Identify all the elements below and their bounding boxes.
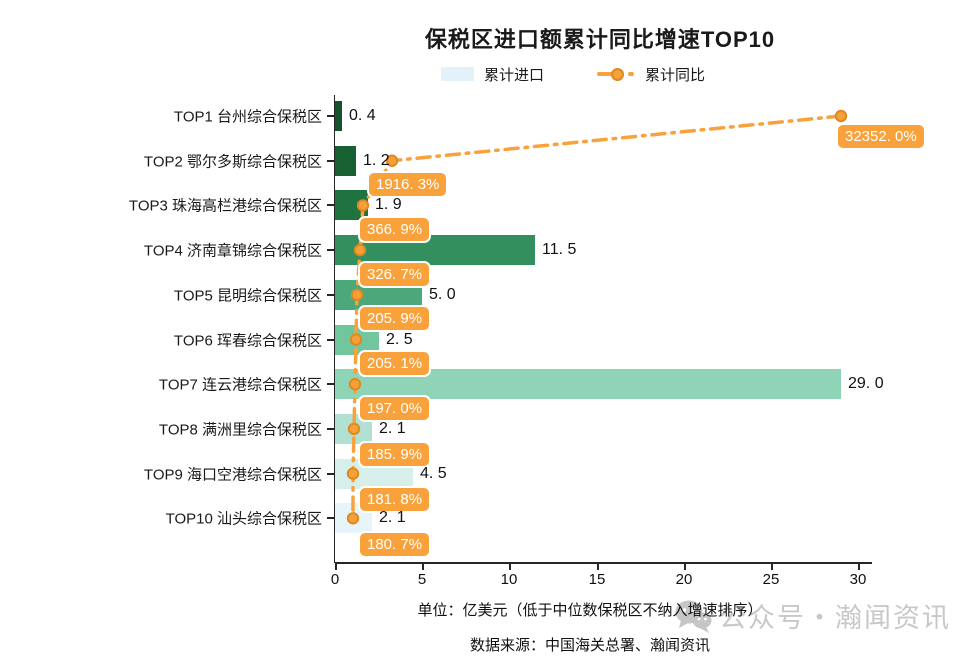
chart-title: 保税区进口额累计同比增速TOP10 — [424, 27, 776, 52]
category-label: TOP5 昆明综合保税区 — [173, 287, 322, 305]
x-axis-tick-label: 25 — [762, 571, 780, 588]
yoy-pct-badge: 32352. 0% — [836, 123, 926, 150]
x-axis-tick-label: 10 — [500, 571, 518, 588]
category-label: TOP7 连云港综合保税区 — [158, 376, 322, 394]
category-label: TOP4 济南章锦综合保税区 — [143, 242, 322, 260]
bar-value-label: 4. 5 — [420, 464, 447, 482]
bar-value-label: 5. 0 — [429, 285, 456, 303]
category-label: TOP8 满洲里综合保税区 — [158, 421, 322, 439]
category-label: TOP9 海口空港综合保税区 — [143, 466, 322, 484]
yoy-pct-badge: 205. 9% — [358, 305, 432, 332]
line-series-marker-icon — [597, 67, 635, 81]
y-axis-tick — [327, 293, 334, 296]
bar-value-label: 1. 9 — [375, 196, 402, 214]
yoy-pct-badge: 205. 1% — [358, 350, 432, 377]
bar-value-label: 2. 5 — [386, 330, 413, 348]
yoy-pct-badge: 366. 9% — [358, 216, 432, 243]
yoy-data-point — [834, 109, 848, 123]
legend-item-bar: 累计进口 — [441, 65, 545, 84]
bar-value-label: 0. 4 — [349, 107, 376, 124]
category-label: TOP2 鄂尔多斯综合保税区 — [143, 153, 322, 171]
bar-value-label: 1. 2 — [363, 151, 390, 169]
y-axis-tick — [327, 115, 334, 117]
x-axis-tick — [597, 564, 599, 570]
category-label: TOP3 珠海高栏港综合保税区 — [128, 197, 322, 215]
x-axis-tick-label: 15 — [588, 571, 606, 588]
legend-bar-label: 累计进口 — [484, 66, 545, 84]
wechat-icon — [675, 600, 712, 633]
x-axis-tick-label: 0 — [330, 571, 340, 588]
x-axis-tick — [771, 564, 773, 570]
yoy-pct-badge: 180. 7% — [358, 531, 432, 558]
unit-note: 单位：亿美元（低于中位数保税区不纳入增速排序） — [417, 602, 763, 619]
x-axis-tick — [422, 564, 424, 570]
category-label: TOP1 台州综合保税区 — [173, 108, 322, 126]
x-axis-tick-label: 20 — [675, 571, 693, 588]
x-axis-tick-label: 30 — [849, 571, 867, 588]
x-axis-tick — [335, 564, 337, 570]
import-bar — [335, 145, 356, 176]
yoy-pct-badge: 1916. 3% — [367, 171, 449, 198]
legend-item-line: 累计同比 — [597, 65, 706, 84]
y-axis-tick — [327, 383, 334, 386]
x-axis-line — [335, 562, 872, 564]
y-axis-tick — [327, 472, 334, 475]
category-label: TOP6 珲春综合保税区 — [173, 332, 322, 350]
watermark: 公众号・瀚闻资讯 — [674, 596, 951, 635]
y-axis-tick — [327, 204, 334, 207]
y-axis-tick — [327, 338, 334, 341]
x-axis-tick-label: 5 — [417, 571, 427, 588]
data-source-note: 数据来源：中国海关总署、瀚闻资讯 — [469, 637, 710, 654]
x-axis-tick — [858, 564, 860, 570]
legend-line-label: 累计同比 — [645, 66, 706, 84]
x-axis-tick — [509, 564, 511, 570]
x-axis-tick — [684, 564, 686, 570]
bar-series-swatch — [441, 67, 474, 81]
yoy-pct-badge: 326. 7% — [358, 261, 432, 288]
bar-value-label: 11. 5 — [542, 241, 577, 259]
watermark-text: 公众号・瀚闻资讯 — [719, 603, 951, 633]
yoy-pct-badge: 197. 0% — [358, 395, 432, 422]
bar-value-label: 29. 0 — [848, 375, 884, 393]
y-axis-tick — [327, 517, 334, 520]
category-label: TOP10 汕头综合保税区 — [165, 510, 322, 528]
y-axis-tick — [327, 249, 334, 252]
y-axis-tick — [327, 159, 334, 162]
y-axis-line — [334, 95, 335, 563]
import-bar — [335, 101, 342, 131]
bar-value-label: 2. 1 — [379, 419, 406, 437]
y-axis-tick — [327, 427, 334, 430]
bar-value-label: 2. 1 — [379, 509, 406, 527]
